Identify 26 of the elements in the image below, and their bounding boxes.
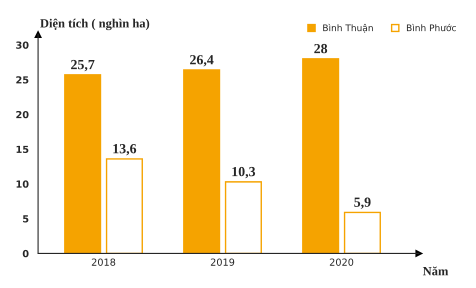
- legend-label: Bình Thuận: [323, 24, 373, 33]
- data-label: 13,6: [113, 144, 136, 156]
- bar: [106, 158, 143, 254]
- y-tick-label: 25: [16, 76, 28, 84]
- x-axis-title: Năm: [422, 266, 448, 276]
- y-tick-label: 10: [16, 180, 29, 188]
- data-label: 5,9: [354, 198, 371, 209]
- x-tick-label: 2020: [330, 258, 354, 266]
- bar: [302, 58, 340, 254]
- bar: [224, 181, 262, 254]
- bar: [64, 74, 102, 254]
- x-tick-label: 2019: [210, 258, 234, 266]
- data-label: 26,4: [190, 55, 214, 66]
- y-tick-label: 5: [23, 215, 28, 223]
- y-tick-label: 30: [16, 41, 29, 49]
- legend-label: Bình Phước: [406, 24, 456, 32]
- x-tick-label: 2018: [92, 258, 116, 266]
- y-tick-label: 0: [22, 250, 29, 258]
- bar: [344, 212, 381, 254]
- data-label: 28: [314, 44, 328, 54]
- data-label: 25,7: [71, 60, 94, 72]
- data-label: 10,3: [232, 166, 256, 178]
- bar: [183, 69, 220, 254]
- y-tick-label: 20: [16, 110, 29, 118]
- y-tick-label: 15: [16, 146, 28, 154]
- y-axis-title: Diện tích ( nghìn ha): [40, 18, 150, 30]
